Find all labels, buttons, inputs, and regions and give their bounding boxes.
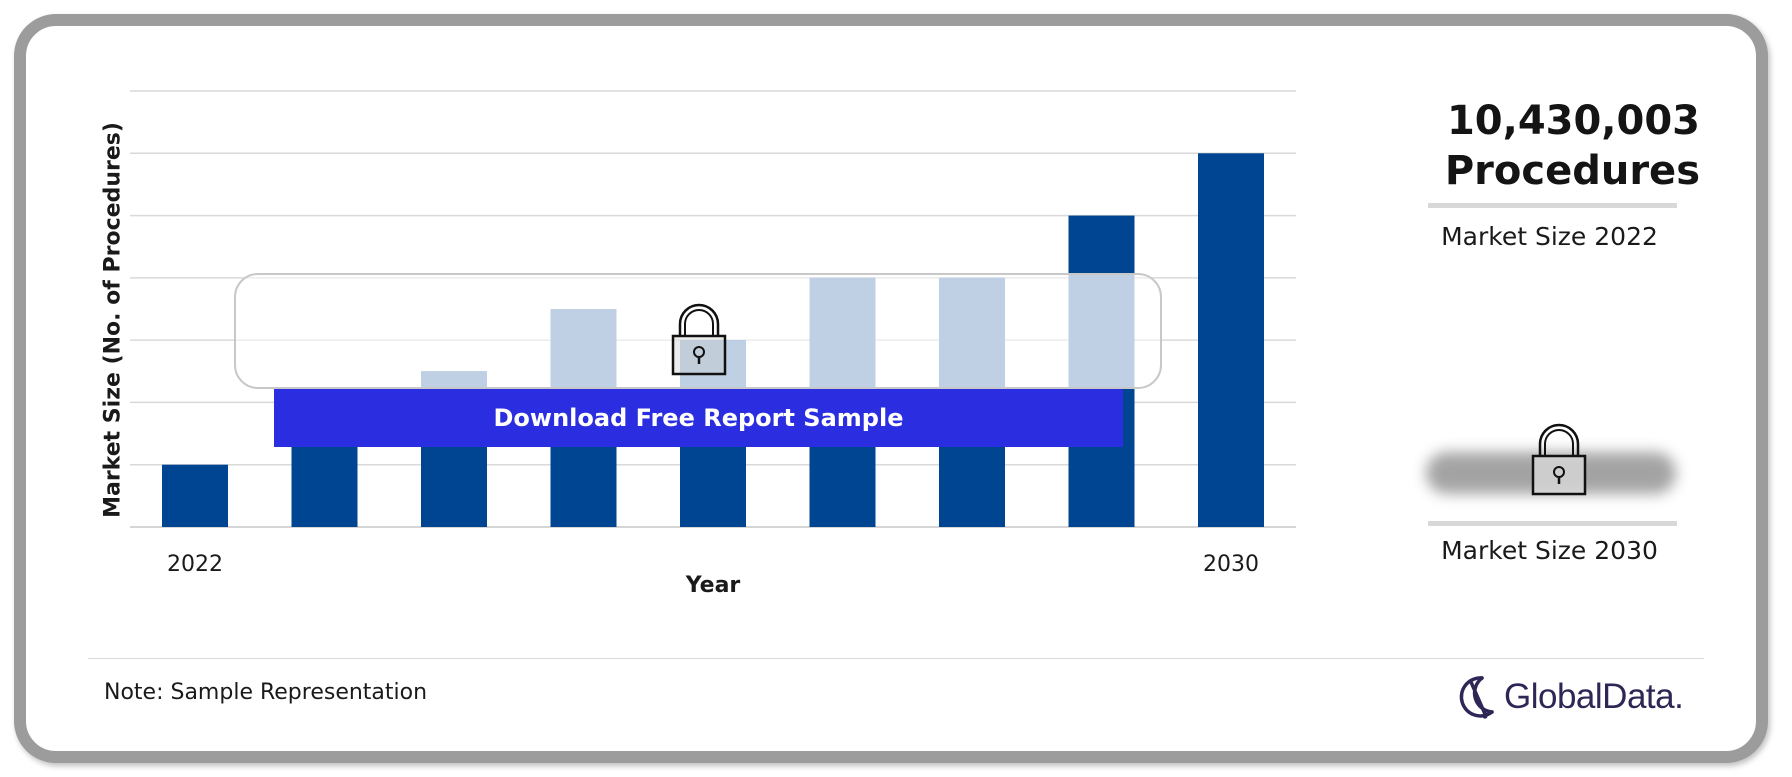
- market-size-2022-unit: Procedures: [1444, 148, 1700, 194]
- market-size-2022-number: 10,430,003: [1446, 98, 1700, 144]
- bar-9-fill: [1198, 153, 1264, 528]
- download-sample-button[interactable]: Download Free Report Sample: [274, 389, 1123, 447]
- bar-1-fill: [162, 464, 228, 527]
- bar-1: [162, 464, 228, 527]
- market-size-2030-label: Market Size 2030: [1441, 536, 1658, 565]
- lock-icon: [1531, 423, 1587, 496]
- x-tick-label-2022: 2022: [167, 552, 223, 577]
- footer-divider: [88, 658, 1704, 659]
- kpi-divider-2030: [1428, 521, 1677, 526]
- locked-data-overlay: [234, 273, 1162, 389]
- bar-9: [1198, 153, 1264, 528]
- y-axis-label: Market Size (No. of Procedures): [100, 122, 126, 518]
- market-size-2022-value: 10,430,003 Procedures: [1428, 96, 1700, 196]
- globaldata-logo-text: GlobalData.: [1504, 677, 1684, 716]
- globaldata-logo-icon: [1459, 676, 1494, 719]
- market-size-2022-label: Market Size 2022: [1441, 222, 1658, 251]
- x-axis-label: Year: [685, 573, 741, 598]
- globaldata-logo: GlobalData.: [1456, 672, 1684, 722]
- kpi-divider-2022: [1428, 203, 1677, 208]
- lock-icon: [671, 303, 727, 376]
- sample-note: Note: Sample Representation: [104, 680, 428, 705]
- x-tick-label-2030: 2030: [1203, 552, 1259, 577]
